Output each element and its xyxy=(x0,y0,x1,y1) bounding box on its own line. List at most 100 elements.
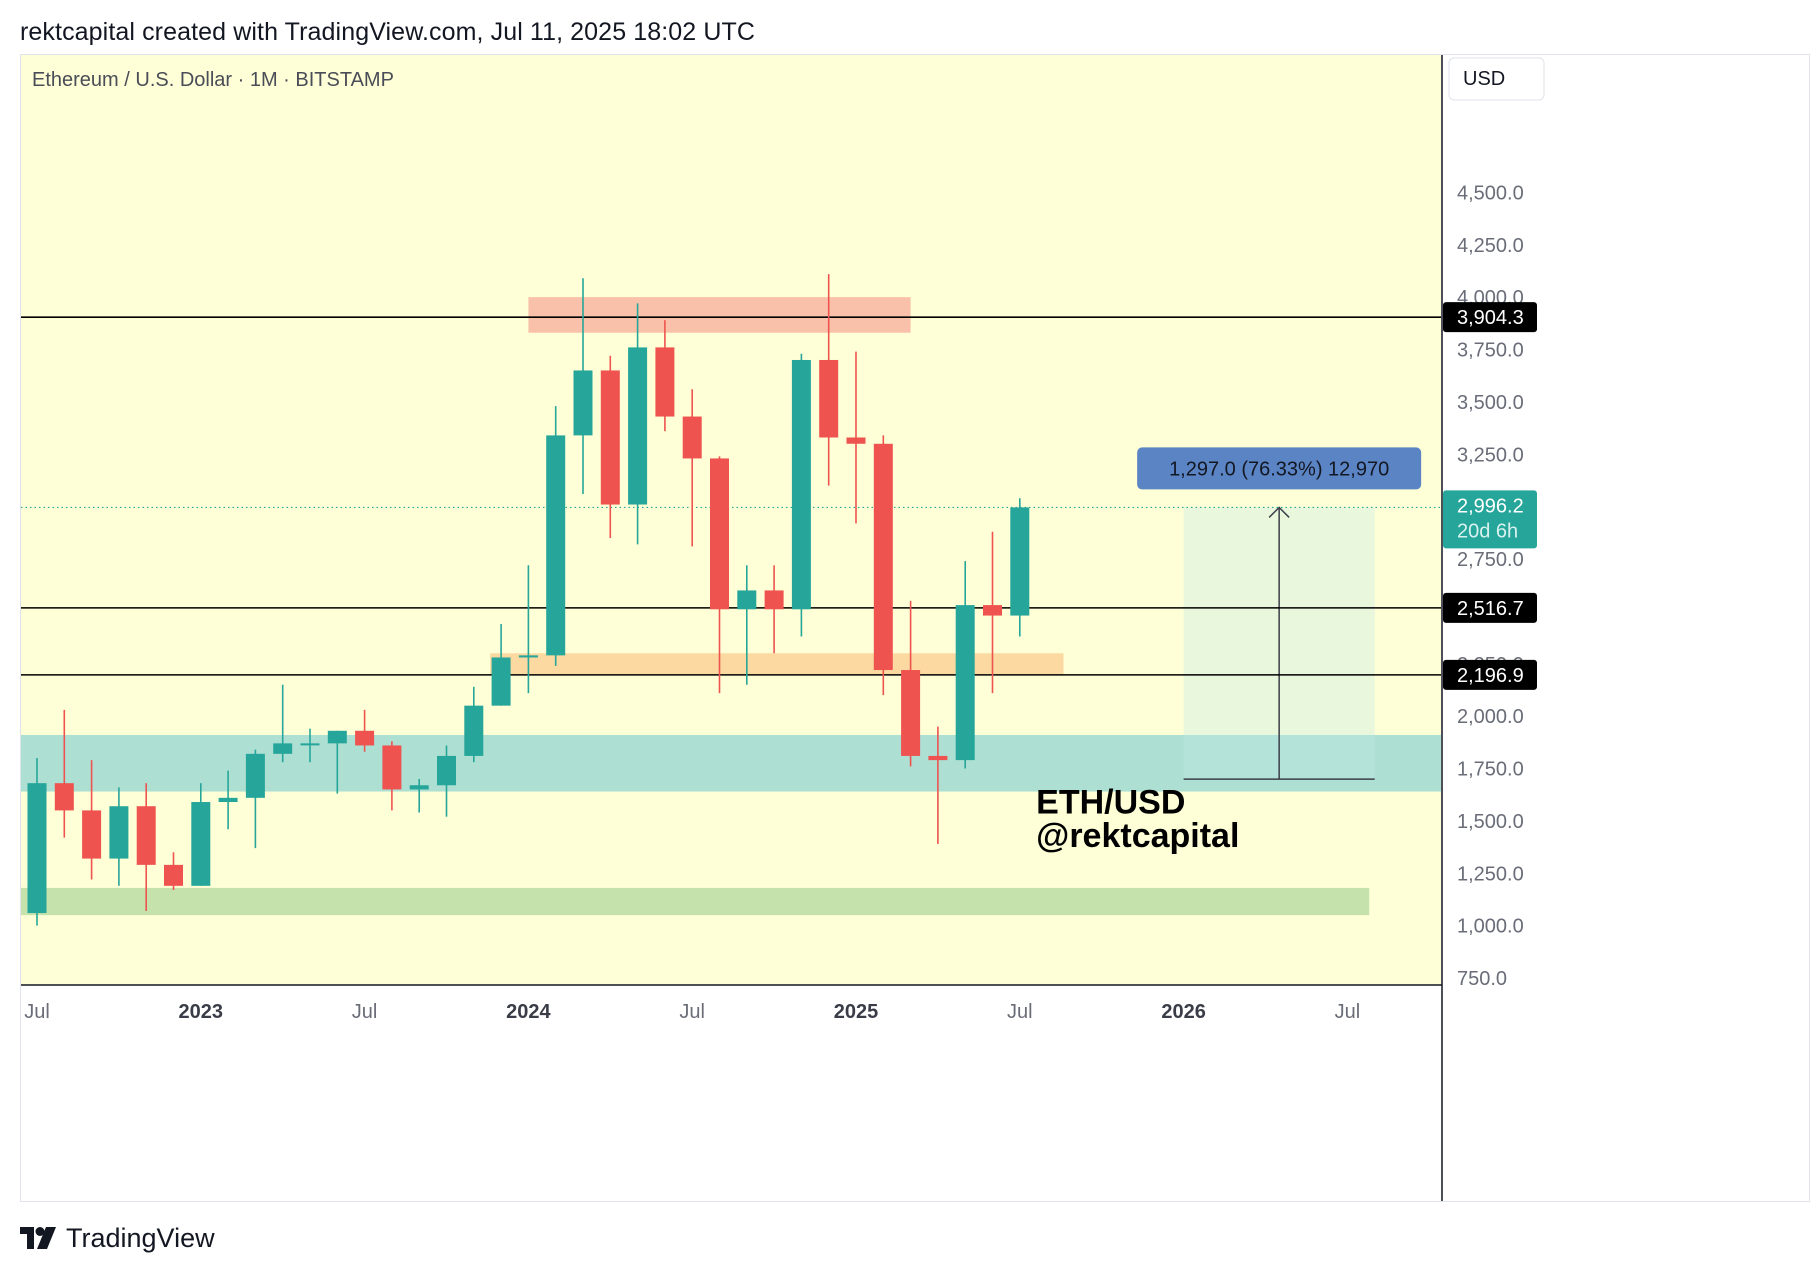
candle[interactable] xyxy=(573,278,593,495)
candle[interactable] xyxy=(109,787,129,886)
candle-body xyxy=(82,810,102,859)
candle[interactable] xyxy=(764,565,784,654)
x-tick-label: Jul xyxy=(1007,1001,1033,1023)
y-tick-label: 3,250.0 xyxy=(1457,444,1524,466)
candle-body xyxy=(409,785,429,790)
last-price-tag: 2,996.2 20d 6h xyxy=(1443,490,1537,549)
annotation-pair: ETH/USD xyxy=(1036,784,1185,822)
candle[interactable] xyxy=(164,852,183,891)
candle[interactable] xyxy=(136,783,156,911)
currency-button-box xyxy=(1448,57,1545,101)
y-tick-label: 4,250.0 xyxy=(1457,235,1524,257)
measure-label-box xyxy=(1137,447,1422,490)
y-tick-label: 2,750.0 xyxy=(1457,549,1524,571)
candle-body xyxy=(437,755,456,786)
candle[interactable] xyxy=(437,745,456,817)
currency-button[interactable]: USD xyxy=(1448,57,1545,101)
candle[interactable] xyxy=(846,351,866,524)
candle[interactable] xyxy=(273,684,293,763)
y-tick-label: 3,750.0 xyxy=(1457,340,1524,362)
candle[interactable] xyxy=(54,709,74,838)
y-tick-label: 1,250.0 xyxy=(1457,863,1524,885)
candle-body xyxy=(27,783,47,914)
candle[interactable] xyxy=(27,758,47,926)
candle-body xyxy=(109,806,129,859)
y-tick-label: 3,500.0 xyxy=(1457,392,1524,414)
candle[interactable] xyxy=(546,406,566,666)
candle[interactable] xyxy=(327,730,347,794)
candle[interactable] xyxy=(983,531,1002,694)
candle[interactable] xyxy=(819,274,839,486)
candle-body xyxy=(218,797,238,803)
x-tick-label: Jul xyxy=(24,1001,50,1023)
candle-body xyxy=(327,730,347,744)
time-axis-background xyxy=(21,985,1441,1201)
annotation-author: @rektcapital xyxy=(1036,817,1239,855)
last-price-countdown: 20d 6h xyxy=(1457,520,1518,542)
candle[interactable] xyxy=(355,709,375,752)
chart-title: Ethereum / U.S. Dollar · 1M · BITSTAMP xyxy=(32,69,394,91)
y-tick-label: 750.0 xyxy=(1457,968,1507,990)
price-chart[interactable]: 1,297.0 (76.33%) 12,970 ETH/USD@rektcapit… xyxy=(21,55,1809,1201)
candle-body xyxy=(873,443,893,671)
candle[interactable] xyxy=(300,728,320,763)
candle[interactable] xyxy=(1010,498,1030,637)
candle-body xyxy=(382,745,402,790)
candle[interactable] xyxy=(464,686,484,763)
price-axis-background xyxy=(1442,55,1809,1201)
level-price-tag-label: 2,516.7 xyxy=(1457,598,1524,620)
candle-body xyxy=(983,605,1002,616)
candle-body xyxy=(164,864,183,886)
chart-caption: rektcapital created with TradingView.com… xyxy=(20,18,756,46)
x-tick-label: 2024 xyxy=(506,1001,551,1023)
tradingview-logo[interactable]: TradingView xyxy=(20,1220,215,1256)
candle-body xyxy=(901,670,921,756)
candle[interactable] xyxy=(682,389,702,547)
candle-body xyxy=(546,435,566,656)
last-price-value: 2,996.2 xyxy=(1457,495,1524,517)
candle[interactable] xyxy=(409,778,429,813)
candle[interactable] xyxy=(245,749,265,849)
candle[interactable] xyxy=(928,726,948,844)
candle[interactable] xyxy=(382,741,402,811)
candle[interactable] xyxy=(655,320,675,432)
level-price-tag-label: 2,196.9 xyxy=(1457,665,1524,687)
candle-body xyxy=(191,802,211,886)
candle[interactable] xyxy=(955,561,975,769)
candle[interactable] xyxy=(901,600,921,767)
candle-body xyxy=(491,657,511,706)
candle[interactable] xyxy=(600,355,620,539)
candle-body xyxy=(928,755,948,761)
currency-label: USD xyxy=(1463,68,1505,90)
candle-body xyxy=(518,655,538,658)
candle[interactable] xyxy=(737,565,757,685)
candle-body xyxy=(355,730,375,746)
candle[interactable] xyxy=(491,623,511,706)
candle-body xyxy=(628,347,648,505)
measure-arrow-head xyxy=(1268,506,1290,518)
candle-body xyxy=(273,743,293,754)
candle-body xyxy=(573,370,593,436)
candle[interactable] xyxy=(628,303,648,545)
y-tick-label: 2,000.0 xyxy=(1457,706,1524,728)
candle-body xyxy=(846,437,866,444)
tradingview-logo-icon xyxy=(20,1227,56,1249)
candle-body xyxy=(819,359,839,438)
candle[interactable] xyxy=(82,760,102,880)
x-tick-label: Jul xyxy=(679,1001,705,1023)
candle[interactable] xyxy=(873,435,893,696)
candle[interactable] xyxy=(218,770,238,830)
candle[interactable] xyxy=(710,456,729,694)
supply-zone xyxy=(528,297,911,333)
candle-body xyxy=(600,370,620,505)
candle[interactable] xyxy=(791,353,811,637)
x-tick-label: 2023 xyxy=(179,1001,224,1023)
candle-body xyxy=(682,416,702,459)
candle[interactable] xyxy=(518,565,538,694)
y-tick-label: 4,500.0 xyxy=(1457,182,1524,204)
candle[interactable] xyxy=(191,783,211,886)
x-tick-label: 2026 xyxy=(1161,1001,1206,1023)
candle-body xyxy=(791,359,811,610)
candle-body xyxy=(655,347,675,417)
chart-frame: 1,297.0 (76.33%) 12,970 ETH/USD @rektcapit… xyxy=(20,54,1810,1202)
